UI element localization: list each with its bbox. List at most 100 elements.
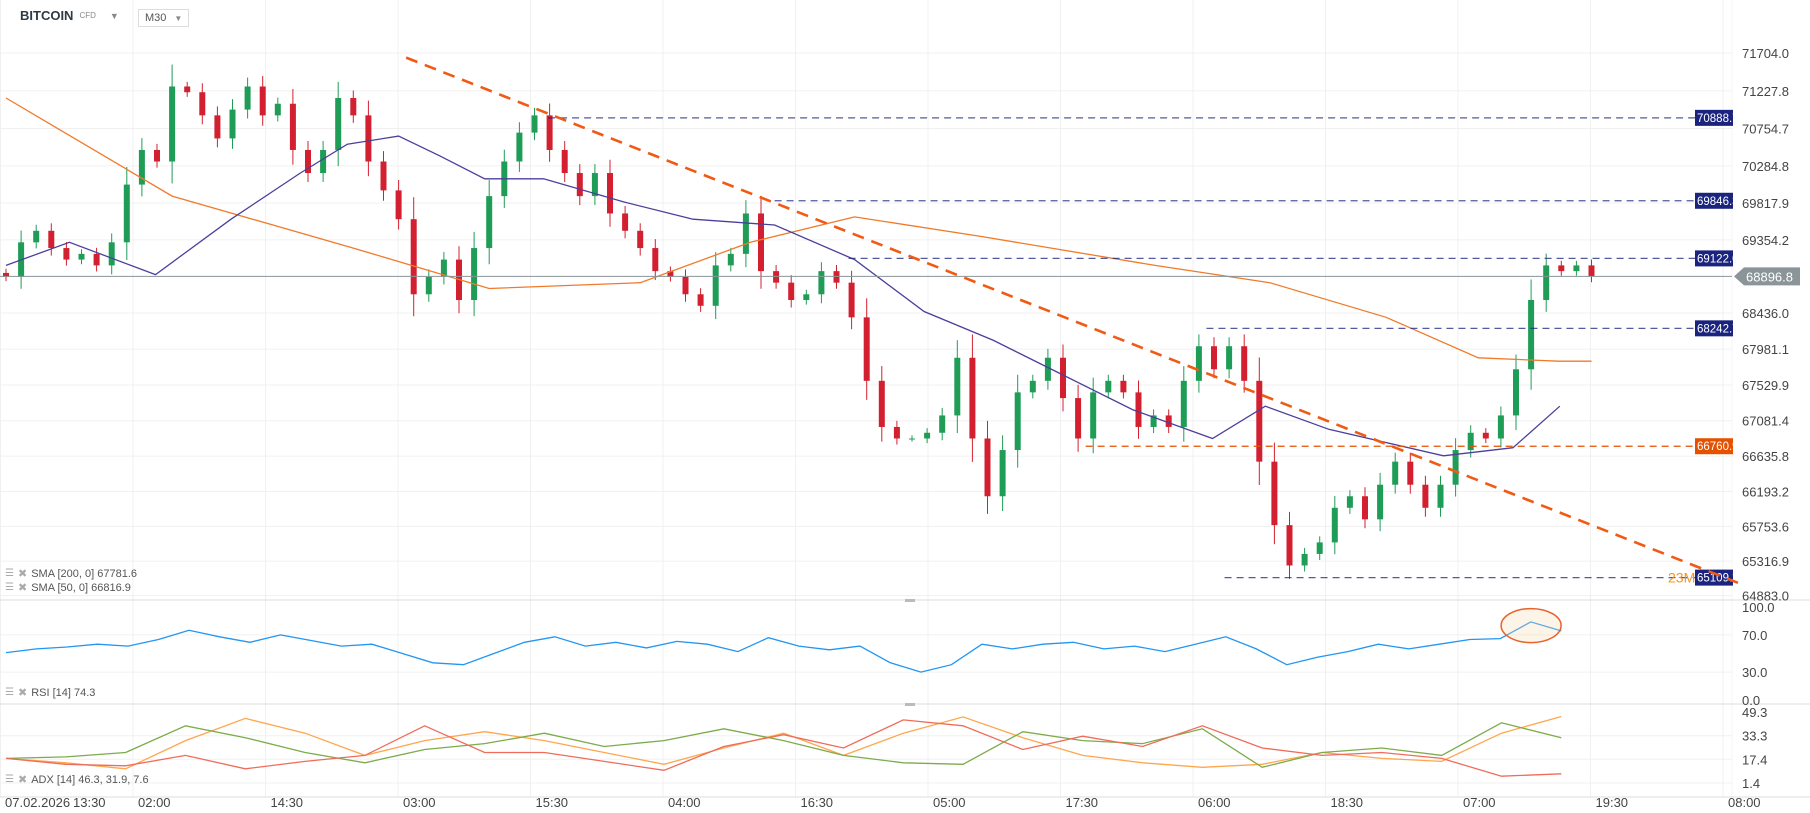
price-level-label: 69122.0 (1697, 253, 1739, 265)
candle-up (1195, 346, 1202, 381)
candle-up (1029, 380, 1036, 393)
candle-down (682, 276, 689, 295)
candle-down (410, 219, 417, 295)
candle-down (48, 230, 55, 249)
candle-down (1271, 461, 1278, 526)
candle-up (1044, 357, 1051, 381)
pane-resize-handle[interactable] (905, 703, 915, 706)
pane-resize-handle[interactable] (905, 599, 915, 602)
candle-down (576, 173, 583, 197)
price-tick-label: 67081.4 (1742, 414, 1789, 429)
x-tick-label: 06:00 (1198, 795, 1231, 810)
candle-down (259, 86, 266, 116)
candle-down (1165, 415, 1172, 427)
candle-up (425, 276, 432, 295)
pane-separators (0, 599, 1810, 798)
adx-tick-label: 1.4 (1742, 776, 1760, 791)
candle-down (667, 271, 674, 277)
timeframe-value: M30 (145, 12, 167, 24)
x-tick-label: 13:30 (73, 795, 106, 810)
sma50-line (5, 135, 1561, 457)
close-icon[interactable]: ✖ (17, 687, 28, 699)
price-level-label: 70888.7 (1697, 113, 1739, 125)
adx-tick-label: 17.4 (1742, 752, 1767, 767)
candle-up (909, 438, 915, 440)
current-price-tag (1734, 267, 1800, 286)
candle-down (1588, 265, 1595, 277)
horizontal-levels[interactable]: 68896.8 70888.7 69846.3 69122.0 68242.7 66760… (0, 109, 1800, 586)
legend-text: RSI [14] 74.3 (31, 686, 96, 699)
candle-up (1467, 432, 1474, 451)
rsi-tick-label: 0.0 (1742, 693, 1760, 708)
rsi-line (5, 621, 1562, 673)
candle-up (440, 259, 447, 277)
candle-down (561, 149, 568, 174)
adx-pane (5, 715, 1562, 777)
candle-down (305, 149, 311, 174)
adx-tick-label: 33.3 (1742, 729, 1767, 744)
candle-up (320, 149, 327, 174)
candle-up (742, 213, 749, 254)
candle-up (1437, 484, 1444, 508)
candle-up (531, 115, 538, 133)
x-tick-label: 07.02.2026 (5, 795, 70, 810)
moving-averages (5, 97, 1592, 457)
candle-down (93, 253, 100, 266)
candle-up (471, 248, 478, 301)
candle-up (1090, 392, 1097, 439)
candle-down (1075, 398, 1082, 439)
chevron-down-icon[interactable]: ▼ (109, 10, 119, 21)
settings-icon[interactable]: ☰ (5, 582, 14, 593)
x-tick-label: 04:00 (668, 795, 701, 810)
price-tick-label: 64883.0 (1742, 589, 1789, 604)
price-level-tag (1695, 192, 1733, 209)
price-level-label: 69846.3 (1697, 196, 1739, 208)
trendline-line (405, 56, 1739, 585)
candle-down (848, 282, 855, 318)
candle-down (773, 271, 780, 283)
price-tick-label: 66193.2 (1742, 484, 1789, 499)
x-tick-label: 08:00 (1728, 795, 1761, 810)
candle-up (1316, 542, 1323, 554)
trendline[interactable] (405, 56, 1739, 585)
settings-icon[interactable]: ☰ (5, 568, 14, 579)
x-tick-label: 15:30 (536, 795, 569, 810)
timeframe-select[interactable]: M30 ▼ (138, 9, 190, 27)
candle-down (3, 272, 9, 277)
rsi-pane (5, 607, 1562, 673)
settings-icon[interactable]: ☰ (5, 687, 14, 698)
candle-down (380, 161, 387, 191)
candle-up (939, 415, 946, 433)
legend-sma50: ☰ ✖ SMA [50, 0] 66816.9 (5, 581, 131, 595)
price-tick-label: 71227.8 (1742, 84, 1789, 99)
price-tick-label: 70754.7 (1742, 122, 1789, 137)
candle-down (395, 190, 402, 220)
close-icon[interactable]: ✖ (17, 582, 28, 594)
candle-down (214, 115, 221, 139)
candle-down (758, 213, 764, 272)
rsi-tick-label: 100.0 (1742, 600, 1775, 615)
close-icon[interactable]: ✖ (17, 568, 28, 580)
candle-up (1573, 265, 1580, 272)
sma200-line (5, 97, 1592, 362)
symbol-selector[interactable]: BITCOIN CFD ▼ (20, 8, 119, 23)
candle-up (727, 253, 734, 266)
legend-text: SMA [50, 0] 66816.9 (31, 581, 131, 594)
price-level-tag (1695, 109, 1733, 126)
axes: 71704.0 71227.8 70754.7 70284.8 69817.9 69354… (5, 46, 1789, 810)
close-icon[interactable]: ✖ (17, 774, 28, 786)
candle-down (607, 173, 613, 214)
candle-up (1105, 380, 1112, 393)
price-tick-label: 66635.8 (1742, 449, 1789, 464)
settings-icon[interactable]: ☰ (5, 774, 14, 785)
price-level-tag (1695, 438, 1733, 455)
candle-down (1407, 461, 1414, 485)
price-level-tag (1695, 250, 1733, 267)
candle-up (1180, 380, 1187, 427)
candle-up (169, 86, 176, 162)
candle-up (123, 184, 130, 243)
candle-up (229, 109, 236, 139)
candle-down (1060, 357, 1066, 399)
candle-down (63, 248, 70, 260)
